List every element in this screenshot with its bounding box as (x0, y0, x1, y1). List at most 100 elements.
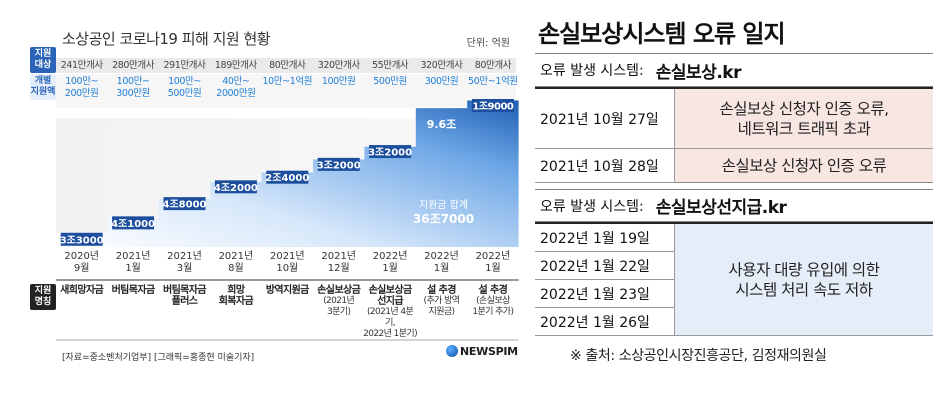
target-count: 80만개사 (269, 60, 306, 71)
x-tick-line: 2021년 (269, 251, 305, 262)
target-count: 80만개사 (474, 60, 512, 71)
value-label-box (163, 197, 206, 211)
support-amount: 100만~ 300만원 (108, 76, 158, 100)
x-tick-line: 2021년 (115, 251, 151, 262)
source-credit: [자료=중소벤처기업부] [그래픽=홍종현 미술기자] (62, 353, 255, 363)
support-amount-line: 500만원 (167, 88, 202, 99)
program-name: 희망 회복자금 (209, 285, 263, 307)
value-label: 3조2000 (317, 159, 361, 171)
row-label-amount: 개별 지원액 (30, 74, 56, 100)
support-amount-line: 100만~ (168, 76, 201, 87)
program-note-line: (2021년 4분기, (367, 307, 414, 328)
program-name-line: 새희망자금 (60, 285, 104, 296)
program-name-line: 손실보상금 (368, 285, 413, 296)
x-tick-line: 3월 (176, 263, 193, 274)
stair-chart: 3조3000 4조1000 4조8000 4조2000 2조4000 3조2000 3조20… (56, 99, 519, 341)
x-tick-line: 9월 (73, 263, 90, 274)
x-tick-line: 2021년 (321, 251, 357, 262)
value-label-box (214, 180, 257, 194)
row-label-program: 지원 명칭 (30, 284, 56, 310)
program-name: 버팀목자금 플러스 (158, 285, 212, 307)
support-amount-line: 300만원 (116, 88, 150, 99)
support-amount-line: 200만원 (64, 88, 99, 99)
value-label: 9.6조 (427, 118, 457, 131)
error-section-1: 오류 발생 시스템: 손실보상.kr 2021년 10월 27일 손실보상 신청… (535, 53, 933, 183)
error-date: 2021년 10월 27일 (535, 89, 675, 149)
newspim-logo: NEWSPIM (446, 345, 518, 358)
support-amount-line: 2000만원 (216, 88, 256, 99)
x-tick-label: 2021년 8월 (210, 251, 262, 275)
unit-label: 단위: 억원 (466, 38, 510, 49)
support-amount-line: 100만~ (116, 76, 150, 87)
error-date: 2022년 1월 23일 (535, 280, 674, 308)
support-amount: 10만~1억원 (262, 76, 313, 88)
program-note-line: (손실보상 (476, 296, 510, 306)
support-infographic: 소상공인 코로나19 피해 지원 현황 단위: 억원 지원 대상 개별 지원액 … (30, 30, 519, 363)
system-name: 손실보상.kr (655, 62, 742, 83)
section-header: 오류 발생 시스템: 손실보상선지급.kr (535, 189, 933, 222)
program-note-line: (2021년 (323, 296, 355, 306)
amount-band (56, 74, 516, 108)
error-date: 2022년 1월 19일 (535, 224, 674, 252)
program-name-line: 설 추경 (478, 285, 508, 296)
value-label: 4조2000 (214, 182, 258, 194)
program-note-line: 지원금) (428, 307, 456, 317)
program-name-line: 선지급 (377, 296, 403, 307)
source-footnote: ※ 출처: 소상공인시장진흥공단, 김정재의원실 (570, 348, 827, 364)
error-log-title: 손실보상시스템 오류 일지 (538, 20, 786, 48)
system-name: 손실보상선지급.kr (655, 198, 787, 218)
program-name: 방역지원금 (260, 285, 314, 296)
support-amount-line: 100만~ (65, 76, 99, 87)
value-label-box (112, 216, 155, 230)
x-tick-label: 2021년 12월 (313, 251, 365, 275)
value-label-box (369, 145, 412, 159)
x-tick-line: 1월 (433, 263, 450, 274)
value-label: 2조4000 (265, 172, 309, 184)
total-value: 36조7000 (413, 212, 474, 226)
target-count: 320만개사 (317, 60, 360, 71)
support-amount: 50만~1억원 (468, 76, 518, 88)
support-amount: 40만~ 2000만원 (211, 76, 261, 100)
support-amount-line: 500만원 (373, 76, 407, 87)
program-name: 새희망자금 (55, 285, 109, 296)
target-count: 280만개사 (112, 60, 155, 71)
program-name: 손실보상금 선지급 (2021년 4분기, 2022년 1분기) (363, 285, 417, 340)
program-name: 설 추경 (추가 방역 지원금) (415, 285, 469, 318)
support-amount: 300만원 (417, 76, 467, 88)
support-amount: 100만~ 500만원 (160, 76, 210, 100)
error-row: 2022년 1월 19일 2022년 1월 22일 2022년 1월 23일 2… (535, 222, 933, 336)
support-amount-line: 10만~1억원 (262, 76, 313, 87)
program-name: 버팀목자금 (106, 285, 160, 296)
x-tick-line: 8월 (228, 263, 244, 274)
value-label-box (471, 99, 514, 112)
value-label: 4조8000 (163, 199, 207, 211)
x-tick-line: 2022년 (372, 251, 408, 262)
program-name-line: 손실보상금 (317, 285, 361, 296)
target-count: 291만개사 (163, 60, 206, 71)
error-description: 손실보상 신청자 인증 오류 (675, 149, 933, 183)
error-date: 2022년 1월 26일 (535, 308, 674, 336)
x-tick-line: 2021년 (167, 251, 202, 262)
program-name: 손실보상금 (2021년 3분기) (312, 285, 366, 318)
target-count: 241만개사 (60, 60, 103, 71)
support-amount: 100만원 (314, 76, 364, 88)
support-amount-line: 40만~ (222, 76, 250, 87)
total-label: 지원금 합계 (419, 199, 468, 211)
error-section-2: 오류 발생 시스템: 손실보상선지급.kr 2022년 1월 19일 2022년… (535, 189, 933, 336)
error-row: 2021년 10월 28일 손실보상 신청자 인증 오류 (535, 149, 933, 183)
target-count: 55만개사 (371, 60, 409, 71)
value-label: 4조1000 (111, 218, 155, 230)
target-band (56, 58, 516, 73)
program-note-line: (추가 방역 (423, 296, 461, 306)
chart-title: 소상공인 코로나19 피해 지원 현황 (62, 30, 271, 48)
value-label: 1조9000 (472, 101, 514, 113)
error-row: 2021년 10월 27일 손실보상 신청자 인증 오류, 네트워크 트래픽 초과 (535, 87, 933, 149)
x-tick-line: 2022년 (424, 251, 459, 262)
support-amount-line: 300만원 (424, 76, 459, 87)
program-note-line: 2022년 1분기) (363, 329, 418, 339)
value-label-box (317, 157, 360, 171)
program-name-line: 플러스 (171, 296, 198, 307)
header-label: 오류 발생 시스템: (540, 198, 644, 215)
program-note-line: 3분기) (326, 307, 351, 317)
error-description: 손실보상 신청자 인증 오류, 네트워크 트래픽 초과 (675, 89, 933, 149)
